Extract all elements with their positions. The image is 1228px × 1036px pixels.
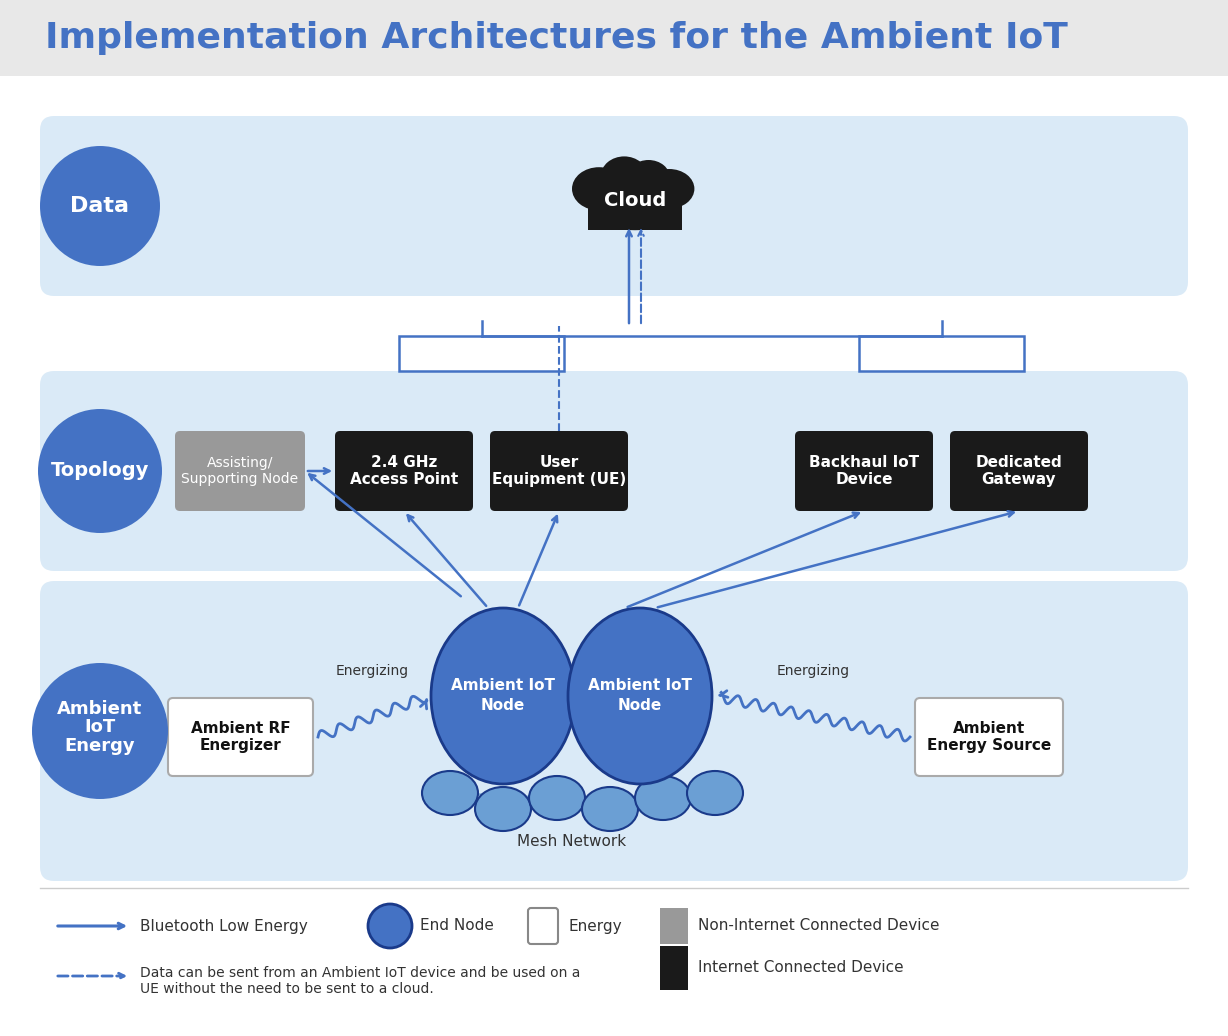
Circle shape [32, 663, 168, 799]
Ellipse shape [529, 776, 585, 821]
FancyBboxPatch shape [950, 431, 1088, 511]
Text: Ambient IoT: Ambient IoT [451, 679, 555, 693]
Text: Node: Node [481, 698, 526, 714]
Text: Energy: Energy [569, 919, 621, 933]
Bar [860, 336, 1024, 371]
Ellipse shape [475, 787, 530, 831]
Text: Dedicated
Gateway: Dedicated Gateway [975, 455, 1062, 487]
Text: Ambient RF
Energizer: Ambient RF Energizer [190, 721, 290, 753]
Ellipse shape [569, 608, 712, 784]
Text: Assisting/
Supporting Node: Assisting/ Supporting Node [182, 456, 298, 486]
Ellipse shape [628, 160, 670, 196]
Bar [659, 946, 688, 990]
Text: Ambient
Energy Source: Ambient Energy Source [927, 721, 1051, 753]
Circle shape [41, 146, 160, 266]
FancyBboxPatch shape [490, 431, 628, 511]
Text: Energizing: Energizing [777, 664, 850, 678]
Text: Backhaul IoT
Device: Backhaul IoT Device [809, 455, 919, 487]
FancyBboxPatch shape [168, 698, 313, 776]
Circle shape [368, 904, 413, 948]
Ellipse shape [431, 608, 575, 784]
Text: Data can be sent from an Ambient IoT device and be used on a
UE without the need: Data can be sent from an Ambient IoT dev… [140, 966, 581, 997]
Text: Bluetooth Low Energy: Bluetooth Low Energy [140, 919, 308, 933]
Ellipse shape [643, 169, 694, 208]
Bar [588, 193, 682, 230]
Text: Ambient IoT: Ambient IoT [588, 679, 693, 693]
Text: Internet Connected Device: Internet Connected Device [698, 960, 904, 976]
Ellipse shape [422, 771, 478, 815]
Text: 2.4 GHz
Access Point: 2.4 GHz Access Point [350, 455, 458, 487]
Text: User
Equipment (UE): User Equipment (UE) [492, 455, 626, 487]
Bar [399, 336, 564, 371]
Circle shape [38, 409, 162, 533]
Text: Energy: Energy [65, 737, 135, 755]
Text: Cloud: Cloud [604, 192, 666, 210]
Bar [659, 908, 688, 944]
Text: Non-Internet Connected Device: Non-Internet Connected Device [698, 919, 939, 933]
Text: Energizing: Energizing [335, 664, 409, 678]
FancyBboxPatch shape [41, 116, 1187, 296]
Ellipse shape [635, 776, 691, 821]
FancyBboxPatch shape [176, 431, 305, 511]
FancyBboxPatch shape [41, 371, 1187, 571]
FancyBboxPatch shape [528, 908, 558, 944]
Text: IoT: IoT [85, 718, 115, 736]
Text: Mesh Network: Mesh Network [517, 834, 626, 848]
Ellipse shape [588, 162, 682, 230]
Ellipse shape [582, 787, 639, 831]
FancyBboxPatch shape [915, 698, 1063, 776]
Text: Ambient: Ambient [58, 700, 142, 718]
Text: Topology: Topology [50, 461, 149, 481]
FancyBboxPatch shape [795, 431, 933, 511]
Bar [0, 0, 1228, 76]
Text: Node: Node [618, 698, 662, 714]
Text: Data: Data [70, 196, 129, 215]
Ellipse shape [572, 167, 626, 210]
FancyBboxPatch shape [41, 581, 1187, 881]
FancyBboxPatch shape [335, 431, 473, 511]
Ellipse shape [686, 771, 743, 815]
Text: End Node: End Node [420, 919, 494, 933]
Text: Implementation Architectures for the Ambient IoT: Implementation Architectures for the Amb… [45, 21, 1068, 55]
Ellipse shape [600, 156, 647, 196]
